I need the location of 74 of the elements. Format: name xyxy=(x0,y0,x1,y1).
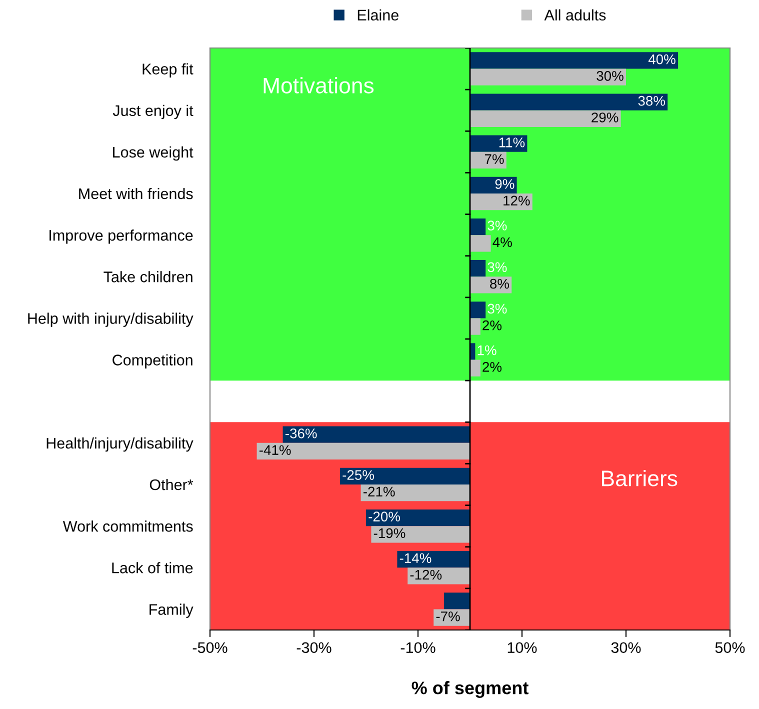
y-tick-label: Just enjoy it xyxy=(112,104,194,120)
data-label: -25% xyxy=(342,470,374,480)
band-label: Motivations xyxy=(264,77,374,94)
bar xyxy=(371,526,470,543)
legend-label: Elaine xyxy=(358,9,398,21)
bar xyxy=(470,52,678,69)
data-label: 3% xyxy=(488,262,507,272)
y-tick-label: Improve performance xyxy=(50,230,193,244)
x-axis-title: % of segment xyxy=(412,681,528,698)
bar xyxy=(256,442,470,460)
bar xyxy=(470,260,486,277)
data-label: 4% xyxy=(492,237,512,248)
bar xyxy=(470,110,621,127)
y-tick-label: Health/injury/disability xyxy=(46,437,194,452)
bar xyxy=(408,568,470,584)
x-tick-label: -30% xyxy=(296,642,332,654)
data-label: 40% xyxy=(648,54,676,64)
bar xyxy=(470,152,506,169)
data-label: -19% xyxy=(374,528,406,538)
bar xyxy=(470,94,668,110)
data-label: 11% xyxy=(499,138,525,148)
y-tick-label: Help with injury/disability xyxy=(28,312,194,327)
bar xyxy=(470,194,532,210)
bar xyxy=(470,360,480,376)
bar xyxy=(470,135,528,152)
data-label: 3% xyxy=(488,220,507,230)
data-label: -20% xyxy=(368,512,400,522)
data-label: 7% xyxy=(484,154,504,164)
bar xyxy=(444,592,470,610)
bar xyxy=(470,318,480,335)
legend-label: All adults xyxy=(544,9,606,21)
bar xyxy=(282,426,470,443)
x-tick-label: 10% xyxy=(508,642,537,654)
data-label: -7% xyxy=(436,611,460,622)
bar xyxy=(360,484,470,502)
data-label: 1% xyxy=(478,345,496,356)
data-label: 30% xyxy=(596,70,624,81)
x-tick-label: 50% xyxy=(715,642,745,654)
bar xyxy=(397,551,470,568)
data-label: -12% xyxy=(410,570,442,580)
y-tick-label: Other* xyxy=(150,478,194,490)
data-label: 9% xyxy=(495,179,514,189)
data-label: 2% xyxy=(482,362,502,372)
x-tick-label: -50% xyxy=(192,642,228,654)
y-tick-label: Competition xyxy=(112,354,192,368)
y-tick-label: Work commitments xyxy=(62,520,193,532)
y-tick-label: Lack of time xyxy=(112,562,193,574)
data-label: -14% xyxy=(400,553,432,564)
data-label: -36% xyxy=(285,428,317,438)
y-tick-label: Take children xyxy=(104,271,192,282)
data-label: 3% xyxy=(488,304,507,314)
bar xyxy=(470,302,486,318)
data-label: 12% xyxy=(504,196,530,206)
bar xyxy=(470,68,626,86)
y-tick-label: Lose weight xyxy=(113,146,194,161)
y-tick-label: Meet with friends xyxy=(79,188,193,200)
data-label: 8% xyxy=(490,278,510,289)
bar xyxy=(470,176,517,194)
y-tick-label: Keep fit xyxy=(142,63,194,78)
band-label: Barriers xyxy=(602,470,678,486)
bar xyxy=(434,609,470,626)
y-tick-label: Family xyxy=(150,604,194,618)
bar xyxy=(470,235,491,252)
data-label: 2% xyxy=(482,320,502,330)
bar xyxy=(340,468,470,484)
bar xyxy=(470,276,512,294)
bar xyxy=(470,218,486,236)
x-tick-label: -10% xyxy=(400,642,436,654)
bar xyxy=(366,509,470,526)
data-label: 38% xyxy=(638,96,666,106)
data-label: -41% xyxy=(259,445,291,455)
x-tick-label: 30% xyxy=(611,642,641,654)
data-label: -21% xyxy=(363,486,395,496)
data-label: 29% xyxy=(592,112,618,122)
